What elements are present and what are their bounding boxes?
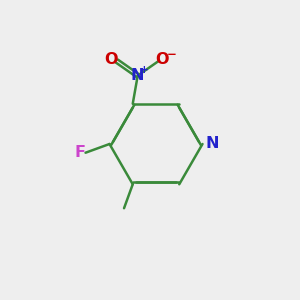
Text: N: N (206, 136, 219, 152)
Text: O: O (105, 52, 118, 67)
Text: F: F (74, 145, 85, 160)
Text: N: N (131, 68, 144, 83)
Text: +: + (140, 65, 149, 75)
Text: −: − (167, 48, 177, 61)
Text: O: O (156, 52, 169, 67)
